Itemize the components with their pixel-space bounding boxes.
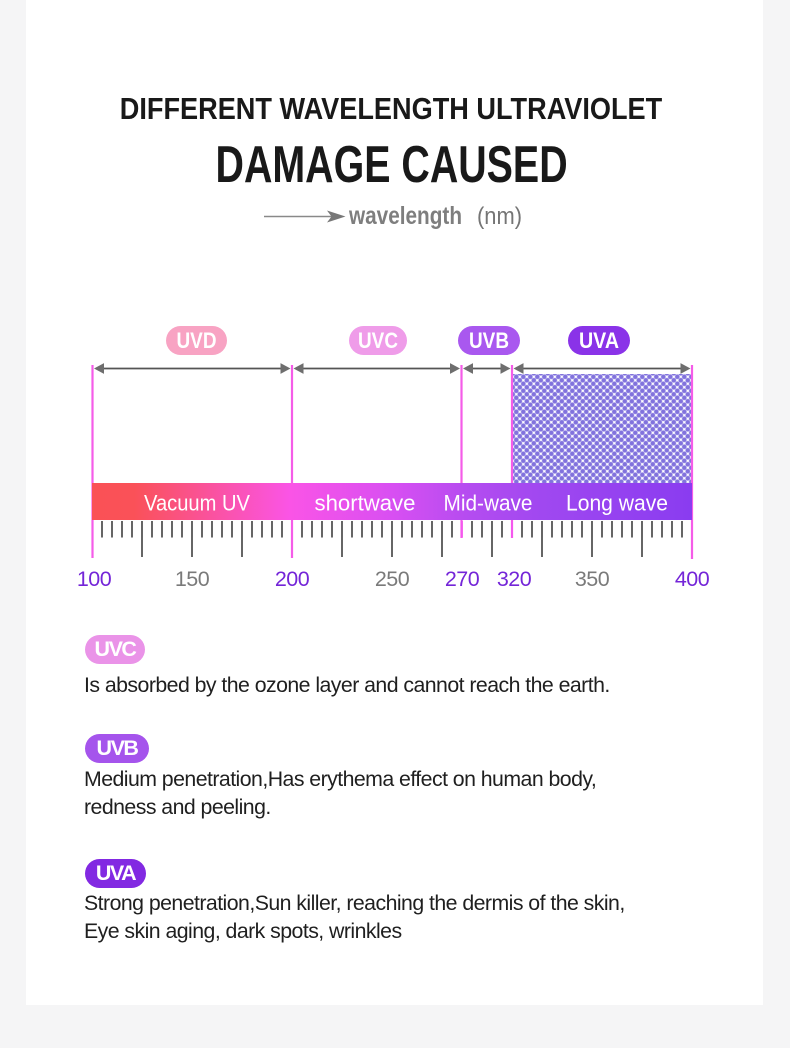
svg-text:Long wave: Long wave [566, 491, 668, 516]
svg-text:(nm): (nm) [477, 203, 522, 230]
svg-text:350: 350 [575, 567, 610, 591]
svg-text:UVC: UVC [358, 328, 398, 353]
svg-text:320: 320 [497, 567, 532, 591]
svg-text:100: 100 [77, 567, 112, 591]
svg-text:400: 400 [675, 567, 710, 591]
svg-text:UVB: UVB [469, 328, 509, 353]
svg-text:Mid-wave: Mid-wave [444, 491, 533, 516]
svg-text:200: 200 [275, 567, 310, 591]
svg-text:270: 270 [445, 567, 480, 591]
svg-text:UVA: UVA [579, 328, 619, 353]
svg-text:shortwave: shortwave [315, 491, 416, 516]
svg-text:wavelength: wavelength [348, 202, 462, 230]
svg-text:Vacuum UV: Vacuum UV [144, 491, 250, 516]
svg-text:150: 150 [175, 567, 210, 591]
svg-text:250: 250 [375, 567, 410, 591]
svg-text:UVD: UVD [177, 328, 217, 353]
